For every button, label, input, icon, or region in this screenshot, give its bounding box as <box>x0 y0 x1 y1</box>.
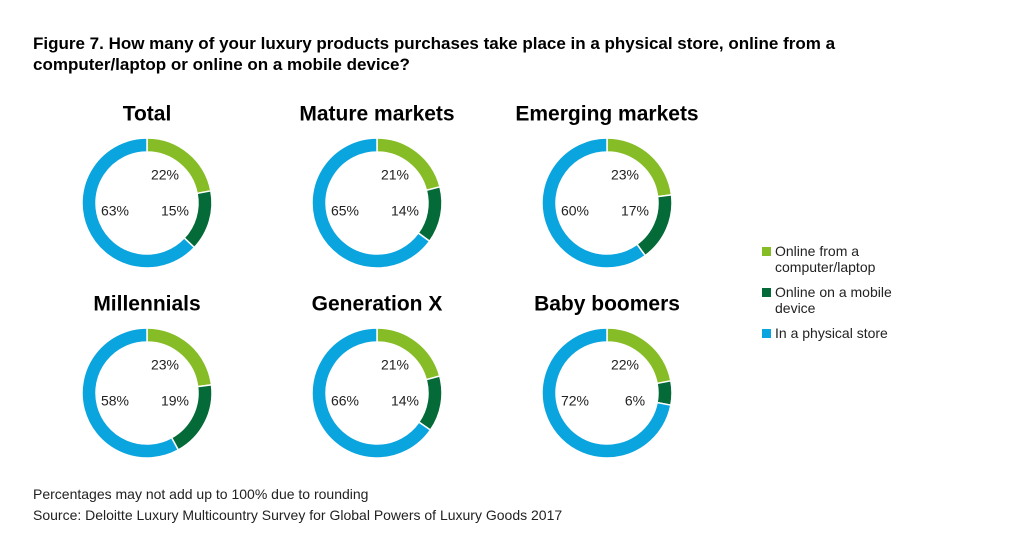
data-label: 72% <box>561 393 589 409</box>
data-label: 19% <box>161 393 189 409</box>
data-label: 66% <box>331 393 359 409</box>
donut-segment <box>656 379 673 407</box>
data-label: 15% <box>161 203 189 219</box>
chart-title: Millennials <box>93 293 200 316</box>
chart-title: Baby boomers <box>534 293 680 316</box>
data-label: 60% <box>561 203 589 219</box>
donut-segment <box>417 375 443 432</box>
data-label: 65% <box>331 203 359 219</box>
legend-item: Online from a computer/laptop <box>762 243 902 275</box>
data-label: 17% <box>621 203 649 219</box>
donut-segment <box>311 137 431 269</box>
chart-title: Mature markets <box>299 103 454 126</box>
data-label: 14% <box>391 393 419 409</box>
legend-swatch <box>762 288 771 297</box>
data-label: 21% <box>381 357 409 373</box>
data-label: 23% <box>611 167 639 183</box>
data-label: 63% <box>101 203 129 219</box>
data-label: 23% <box>151 357 179 373</box>
donut-segment <box>541 327 672 459</box>
data-label: 22% <box>151 167 179 183</box>
figure-title: Figure 7. How many of your luxury produc… <box>33 34 836 74</box>
donut-segment <box>417 185 443 243</box>
legend-swatch <box>762 329 771 338</box>
chart-title: Emerging markets <box>515 103 698 126</box>
legend-label: Online on a mobile device <box>775 284 892 316</box>
data-label: 6% <box>625 393 645 409</box>
data-label: 21% <box>381 167 409 183</box>
data-label: 58% <box>101 393 129 409</box>
data-label: 22% <box>611 357 639 373</box>
donut-segment <box>81 327 180 459</box>
legend-label: Online from a computer/laptop <box>775 243 876 275</box>
legend-label: In a physical store <box>775 325 888 341</box>
donut-segment <box>183 189 213 249</box>
chart-title: Generation X <box>312 293 443 316</box>
data-label: 14% <box>391 203 419 219</box>
source: Source: Deloitte Luxury Multicountry Sur… <box>33 507 563 523</box>
legend-item: In a physical store <box>762 325 902 341</box>
donut-segment <box>81 137 196 269</box>
footnote: Percentages may not add up to 100% due t… <box>33 486 369 502</box>
donut-segment <box>541 137 647 269</box>
donut-segment <box>311 327 432 459</box>
chart-title: Total <box>123 103 172 126</box>
legend-swatch <box>762 247 771 256</box>
legend-item: Online on a mobile device <box>762 284 902 316</box>
